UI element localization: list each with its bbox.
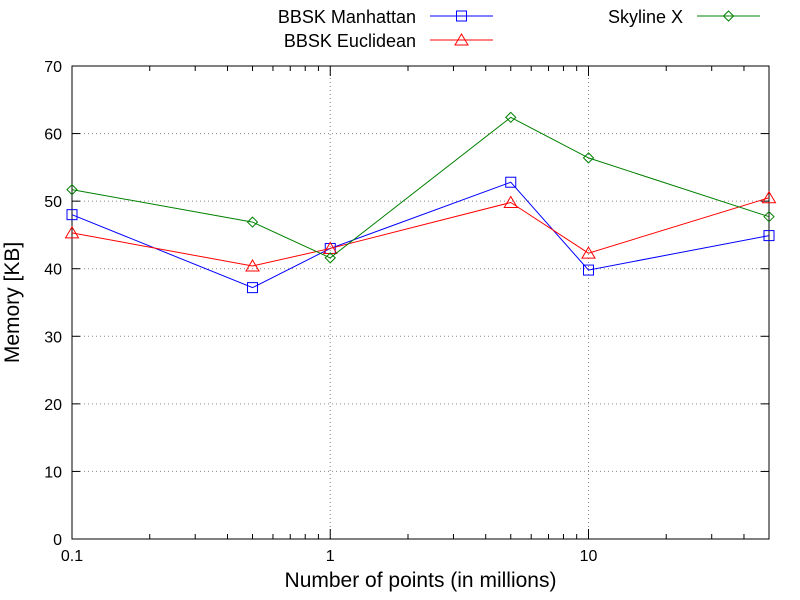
y-tick-label: 50 — [44, 194, 62, 211]
data-point-diamond — [505, 111, 517, 124]
series-square — [66, 176, 775, 294]
data-point-diamond — [763, 210, 775, 223]
data-point-square — [582, 264, 594, 276]
axis-ticks: 0 10 20 30 40 50 60 70 0.1 1 10 — [44, 59, 769, 565]
y-tick-label: 30 — [44, 329, 62, 346]
y-tick-label: 0 — [53, 532, 62, 549]
legend-marker-triangle — [454, 33, 469, 46]
series-line — [71, 116, 770, 259]
legend-item: BBSK Manhattan — [278, 7, 493, 27]
series-line — [71, 181, 770, 289]
data-point-square — [505, 176, 517, 188]
legend: BBSK Manhattan BBSK Euclidean Skyline X — [278, 7, 760, 51]
data-point-square — [763, 230, 775, 242]
data-point-square — [247, 282, 259, 294]
x-tick-label: 1 — [326, 548, 335, 565]
data-point-square — [66, 209, 78, 221]
data-point-triangle — [503, 195, 519, 208]
grid-lines — [72, 66, 769, 539]
x-axis-title: Number of points (in millions) — [285, 569, 557, 592]
data-point-triangle — [64, 225, 80, 239]
y-tick-label: 40 — [44, 262, 62, 279]
y-tick-label: 60 — [44, 127, 62, 144]
series-diamond — [66, 111, 775, 264]
x-tick-label: 0.1 — [61, 548, 83, 565]
data-point-diamond — [246, 216, 259, 228]
y-tick-label: 70 — [44, 59, 62, 76]
data-series — [64, 111, 777, 294]
data-point-diamond — [582, 152, 595, 164]
legend-item: Skyline X — [608, 7, 760, 27]
y-tick-label: 10 — [44, 464, 62, 481]
legend-label: Skyline X — [608, 7, 683, 27]
y-axis-title: Memory [KB] — [1, 242, 24, 363]
legend-label: BBSK Euclidean — [284, 31, 416, 51]
data-point-diamond — [66, 183, 78, 196]
x-tick-label: 10 — [580, 548, 598, 565]
data-point-triangle — [245, 259, 260, 272]
data-point-triangle — [581, 246, 596, 259]
legend-marker-square — [456, 10, 467, 22]
legend-label: BBSK Manhattan — [278, 7, 416, 27]
plot-area-frame — [71, 65, 770, 540]
y-tick-label: 20 — [44, 397, 62, 414]
legend-item: BBSK Euclidean — [284, 31, 493, 51]
legend-marker-diamond — [722, 10, 735, 22]
series-triangle — [64, 190, 777, 272]
series-line — [71, 197, 770, 267]
data-point-triangle — [761, 190, 777, 204]
data-point-diamond — [324, 252, 336, 264]
